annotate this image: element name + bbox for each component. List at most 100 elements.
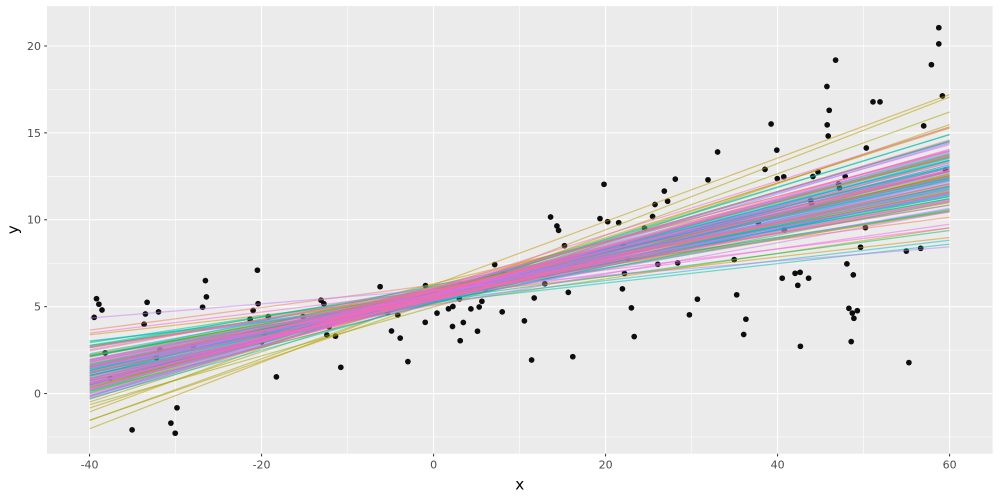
regression-line (89, 223, 950, 348)
scatter-point (468, 306, 474, 312)
x-tick-label: 40 (771, 458, 785, 471)
scatter-point (434, 310, 440, 316)
scatter-point (388, 328, 395, 334)
scatter-point (554, 223, 560, 229)
scatter-point (779, 275, 786, 282)
scatter-point (628, 305, 635, 311)
regression-line (89, 96, 950, 430)
scatter-point (377, 283, 383, 290)
scatter-point (846, 305, 852, 312)
regression-line (89, 183, 950, 374)
y-tick-label: 10 (27, 214, 41, 227)
y-tick-label: 20 (27, 40, 41, 53)
x-axis-title: x (515, 476, 524, 494)
scatter-point (906, 359, 912, 366)
scatter-point (474, 328, 481, 335)
scatter-point (928, 61, 935, 68)
scatter-point (694, 296, 701, 303)
scatter-point (99, 307, 105, 313)
scatter-point (174, 404, 180, 411)
scatter-point (672, 176, 679, 182)
scatter-point (824, 122, 831, 128)
scatter-point (96, 301, 102, 308)
scatter-point (935, 41, 942, 47)
scatter-point (851, 315, 857, 322)
regression-line (89, 184, 950, 378)
scatter-point (202, 277, 209, 284)
y-axis-title: y (4, 225, 22, 234)
scatter-point (93, 295, 100, 302)
scatter-point (254, 267, 261, 274)
scatter-point (565, 289, 572, 296)
axis-ticks-layer (44, 45, 951, 457)
scatter-point (129, 427, 135, 433)
scatter-point (797, 343, 804, 350)
x-tick-label: 60 (943, 458, 957, 471)
scatter-point (499, 309, 506, 315)
x-tick-label: 0 (430, 458, 437, 471)
y-tick-label: 0 (34, 387, 41, 400)
scatter-point (870, 99, 876, 105)
scatter-point (397, 335, 404, 341)
scatter-point (935, 24, 942, 31)
scatter-point (445, 305, 452, 312)
scatter-point (917, 245, 924, 252)
scatter-point (460, 319, 467, 326)
x-axis-tick-labels: -40 -20 0 20 40 60 (81, 458, 957, 471)
scatter-point (203, 294, 210, 300)
scatter-point (768, 121, 774, 127)
regression-line (89, 94, 950, 413)
scatter-point (172, 430, 179, 437)
scatter-point (422, 319, 429, 326)
scatter-point (597, 215, 603, 222)
scatter-point (714, 149, 721, 155)
x-tick-label: -40 (81, 458, 99, 471)
scatter-point (774, 175, 781, 182)
regression-line (89, 191, 950, 352)
scatter-point (569, 353, 576, 360)
x-tick-label: 20 (599, 458, 613, 471)
scatter-point (740, 331, 747, 338)
scatter-point (144, 299, 150, 306)
scatter-point (877, 99, 883, 105)
scatter-point (832, 57, 839, 63)
scatter-point (773, 147, 780, 153)
scatter-point (405, 358, 411, 365)
scatter-point (457, 337, 464, 344)
y-axis-tick-labels: 0 5 10 15 20 (27, 40, 41, 401)
scatter-point (826, 107, 833, 114)
scatter-point (794, 282, 801, 289)
scatter-point (805, 275, 812, 282)
scatter-point (449, 323, 456, 330)
scatter-point (733, 291, 740, 298)
scatter-point (844, 261, 850, 267)
scatter-point (920, 123, 927, 129)
regression-line (89, 200, 950, 364)
scatter-point (528, 357, 535, 363)
regression-line (89, 236, 950, 336)
scatter-point (854, 307, 861, 314)
scatter-point (825, 133, 832, 139)
scatter-point (661, 188, 668, 194)
scatter-point (601, 181, 607, 188)
scatter-point (686, 311, 693, 318)
scatter-point (479, 298, 485, 305)
scatter-point (168, 420, 174, 426)
scatter-point (824, 83, 830, 90)
scatter-point (450, 303, 456, 310)
regression-line (89, 126, 950, 397)
scatter-point (547, 214, 554, 220)
y-tick-label: 15 (27, 127, 41, 140)
y-tick-label: 5 (34, 301, 41, 314)
scatter-point (619, 286, 626, 292)
regression-lines-layer (89, 94, 950, 430)
x-tick-label: -20 (253, 458, 271, 471)
regression-line (89, 175, 950, 384)
scatter-point (631, 333, 638, 340)
scatter-point (863, 145, 870, 151)
scatter-point (555, 227, 562, 234)
scatter-point (848, 338, 855, 345)
scatter-point (850, 272, 857, 278)
